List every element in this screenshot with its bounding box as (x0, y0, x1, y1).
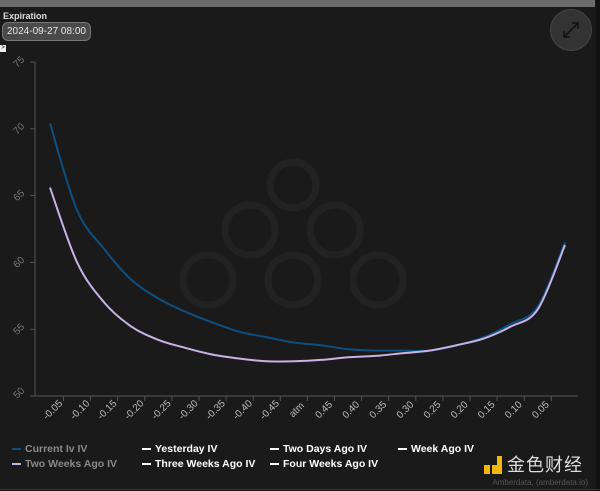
x-tick-label: 0.35 (368, 399, 390, 421)
legend-swatch (142, 463, 151, 465)
x-tick-label: -0.20 (123, 398, 147, 422)
legend-label: Two Days Ago IV (283, 443, 368, 455)
y-tick-label: 70 (12, 121, 28, 137)
amberdata-watermark (179, 158, 407, 309)
y-tick-label: 75 (12, 54, 28, 70)
series-line-two-weeks-ago-iv[interactable] (49, 187, 566, 363)
legend-label: Yesterday IV (155, 443, 218, 455)
expand-button[interactable] (550, 9, 592, 51)
x-tick-label: -0.35 (204, 398, 228, 422)
legend-swatch (12, 463, 21, 465)
x-tick-label: -0.40 (231, 398, 255, 422)
legend-swatch (270, 463, 279, 465)
legend-swatch (12, 448, 21, 450)
legend-item[interactable]: Two Days Ago IV (270, 443, 367, 455)
expiration-label: Expiration (3, 11, 48, 21)
brand-text: 金色财经 (507, 454, 583, 475)
x-tick-label: 0.20 (449, 399, 471, 421)
legend-item[interactable]: Four Weeks Ago IV (270, 458, 378, 470)
x-tick-label: -0.30 (177, 398, 201, 422)
legend-item[interactable]: Yesterday IV (142, 443, 217, 455)
y-tick-label: 55 (12, 321, 28, 337)
brand-logo: 金色财经 (484, 454, 583, 476)
y-tick-label: 60 (12, 255, 28, 271)
legend-label: Current Iv IV (25, 443, 88, 455)
x-tick-label: atm (287, 400, 307, 420)
y-tick-label: 50 (12, 385, 28, 401)
legend-swatch (398, 448, 407, 450)
x-tick-label: 0.10 (503, 399, 525, 421)
legend-swatch (270, 448, 279, 450)
legend-label: Three Weeks Ago IV (155, 458, 256, 470)
x-tick-label: 0.15 (476, 399, 498, 421)
x-tick-label: -0.45 (258, 398, 282, 422)
divider (0, 489, 600, 490)
legend-item[interactable]: Week Ago IV (398, 443, 474, 455)
legend-label: Week Ago IV (411, 443, 475, 455)
credits-link[interactable]: Amberdata, (amberdata.io) (492, 478, 588, 487)
top-bar (0, 0, 595, 7)
legend-label: Four Weeks Ago IV (283, 458, 379, 470)
y-tick-label: 65 (12, 188, 28, 204)
panel-edge (596, 0, 600, 491)
x-tick-label: 0.40 (341, 399, 363, 421)
x-tick-label: -0.15 (95, 398, 119, 422)
legend-item[interactable]: Three Weeks Ago IV (142, 458, 255, 470)
legend-item[interactable]: Current Iv IV (12, 443, 87, 455)
x-tick-label: 0.45 (313, 399, 335, 421)
x-tick-label: -0.25 (150, 398, 174, 422)
brand-icon (484, 456, 502, 474)
legend-item[interactable]: Two Weeks Ago IV (12, 458, 117, 470)
legend-label: Two Weeks Ago IV (25, 458, 117, 470)
x-tick-label: 0.30 (395, 399, 417, 421)
collapse-toggle[interactable]: > (0, 45, 6, 52)
x-tick-label: -0.10 (68, 398, 92, 422)
expand-arrows-icon (563, 22, 579, 38)
x-tick-label: -0.05 (41, 398, 65, 422)
legend-swatch (142, 448, 151, 450)
series-line-current-iv-iv[interactable] (49, 123, 566, 352)
x-tick-label: 0.25 (422, 399, 444, 421)
x-tick-label: 0.05 (530, 399, 552, 421)
expiration-select[interactable]: 2024-09-27 08:00 (2, 22, 91, 41)
